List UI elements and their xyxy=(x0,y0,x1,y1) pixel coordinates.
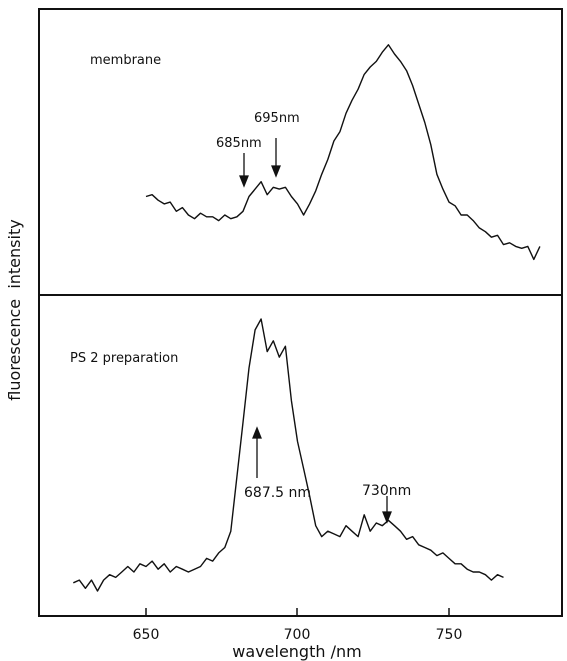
series-ps2-line xyxy=(73,318,504,592)
arrow-695-head xyxy=(271,165,281,178)
arrow-730-head xyxy=(382,511,392,524)
x-ticks xyxy=(145,608,450,616)
x-axis-label: wavelength /nm xyxy=(232,642,361,661)
arrow-685-head xyxy=(239,175,249,188)
annotation-687-5nm: 687.5 nm xyxy=(244,485,311,501)
x-tick-label-750: 750 xyxy=(436,627,463,643)
annotation-730nm: 730nm xyxy=(362,483,411,499)
arrow-687-head xyxy=(252,426,262,439)
annotation-685nm: 685nm xyxy=(216,136,262,151)
x-tick-label-700: 700 xyxy=(284,627,311,643)
annotation-arrows xyxy=(239,138,392,524)
panel-label-membrane: membrane xyxy=(90,53,161,68)
y-axis-label: fluorescence intensity xyxy=(5,219,24,400)
plot-frame xyxy=(38,8,563,617)
x-tick-label-650: 650 xyxy=(133,627,160,643)
annotation-695nm: 695nm xyxy=(254,111,300,126)
panel-label-ps2: PS 2 preparation xyxy=(70,351,178,366)
series-membrane-line xyxy=(145,44,541,261)
